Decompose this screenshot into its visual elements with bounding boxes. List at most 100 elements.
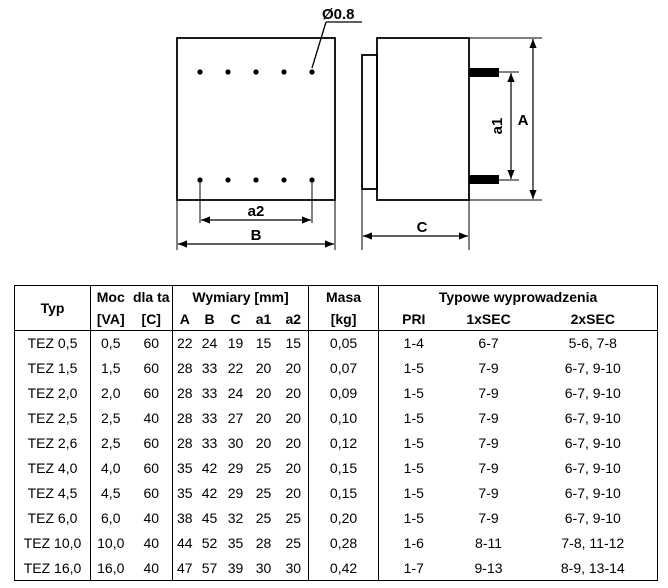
cell-a2: 20 xyxy=(278,430,310,456)
cell-masa: 0,12 xyxy=(308,430,380,456)
cell-2xsec: 6-7, 9-10 xyxy=(528,480,659,506)
pin-diameter-label: Ø0.8 xyxy=(322,6,355,23)
table-row: TEZ 0,5 0,5 60 22 24 19 15 15 0,05 1-4 6-7 5-6, 7-8 xyxy=(14,330,659,356)
cell-a: 35 xyxy=(176,459,193,476)
cell-b: 42 xyxy=(201,459,218,476)
cell-typ: TEZ 10,0 xyxy=(14,530,91,556)
cell-a1: 25 xyxy=(255,509,272,526)
cell-2xsec: 6-7, 9-10 xyxy=(528,380,659,406)
cell-masa: 0,07 xyxy=(308,355,380,381)
specification-table: Typ Moc dla ta Wymiary [mm] Masa Typowe … xyxy=(14,285,659,582)
cell-ta: 60 xyxy=(130,455,173,481)
cell-ta: 60 xyxy=(130,330,173,356)
header-b: B xyxy=(196,307,223,331)
cell-c: 27 xyxy=(227,410,244,427)
cell-a2: 25 xyxy=(278,505,310,531)
cell-pri: 1-5 xyxy=(403,484,424,501)
table-row: TEZ 4,0 4,0 60 35 42 29 25 20 0,15 1-5 7-9 6-7, 9-1… xyxy=(14,455,659,481)
cell-pri: 1-5 xyxy=(403,410,424,427)
header-1xsec: 1xSEC xyxy=(448,307,529,331)
cell-moc: 2,5 xyxy=(101,410,121,427)
dimension-a2-label: a2 xyxy=(248,203,265,220)
side-view-pin-bottom xyxy=(469,175,499,184)
cell-pri: 1-7 xyxy=(378,555,449,582)
pin-row-top xyxy=(197,69,315,75)
cell-1xsec: 7-9 xyxy=(478,385,499,402)
header-masa: Masa xyxy=(308,285,380,307)
pin-diameter-callout: Ø0.8 xyxy=(311,6,362,69)
dimension-c: C xyxy=(363,219,468,240)
cell-typ: TEZ 4,5 xyxy=(14,480,91,506)
table-row: TEZ 4,5 4,5 60 35 42 29 25 20 0,15 1-5 7-9 6-7, 9-1… xyxy=(14,480,659,506)
cell-a2: 20 xyxy=(278,355,310,381)
header-2xsec: 2xSEC xyxy=(528,307,659,331)
table-header-row-1: Typ Moc dla ta Wymiary [mm] Masa Typowe … xyxy=(14,285,659,331)
cell-c: 24 xyxy=(227,385,244,402)
cell-b: 33 xyxy=(201,410,218,427)
table-row: TEZ 2,5 2,5 40 28 33 27 20 20 0,10 1-5 7-9 6-7, 9-1… xyxy=(14,405,659,431)
cell-1xsec: 9-13 xyxy=(448,555,529,582)
cell-c: 30 xyxy=(227,435,244,452)
cell-masa: 0,28 xyxy=(308,530,380,556)
cell-2xsec: 6-7, 9-10 xyxy=(528,430,659,456)
cell-b: 45 xyxy=(201,509,218,526)
cell-pri: 1-5 xyxy=(403,509,424,526)
cell-a2: 20 xyxy=(278,455,310,481)
cell-ta: 40 xyxy=(130,405,173,431)
cell-a: 28 xyxy=(176,435,193,452)
cell-typ: TEZ 6,0 xyxy=(14,505,91,531)
header-dla-ta-unit: [C] xyxy=(130,307,173,331)
cell-masa: 0,20 xyxy=(308,505,380,531)
cell-1xsec: 7-9 xyxy=(478,459,499,476)
cell-a: 22 xyxy=(176,335,193,352)
cell-c: 19 xyxy=(227,335,244,352)
cell-ta: 60 xyxy=(130,480,173,506)
side-view-body xyxy=(376,37,470,201)
cell-masa: 0,10 xyxy=(308,405,380,431)
cell-a: 38 xyxy=(176,509,193,526)
cell-masa: 0,09 xyxy=(308,380,380,406)
cell-b: 57 xyxy=(196,555,223,582)
dimension-a1: a1 xyxy=(489,73,515,179)
cell-2xsec: 7-8, 11-12 xyxy=(528,530,659,556)
cell-a1: 20 xyxy=(255,385,272,402)
cell-ta: 40 xyxy=(130,555,173,582)
cell-moc: 1,5 xyxy=(101,360,121,377)
header-a1: a1 xyxy=(248,307,279,331)
cell-typ: TEZ 16,0 xyxy=(14,555,91,582)
dimension-a1-label: a1 xyxy=(489,118,506,135)
cell-a1: 25 xyxy=(255,459,272,476)
cell-typ: TEZ 2,6 xyxy=(14,430,91,456)
table-row: TEZ 2,6 2,5 60 28 33 30 20 20 0,12 1-5 7-9 6-7, 9-1… xyxy=(14,430,659,456)
cell-2xsec: 6-7, 9-10 xyxy=(528,355,659,381)
cell-b: 33 xyxy=(201,360,218,377)
header-a2: a2 xyxy=(278,307,310,331)
side-view-pin-top xyxy=(469,68,499,77)
cell-b: 24 xyxy=(201,335,218,352)
cell-masa: 0,15 xyxy=(308,455,380,481)
pin-row-bottom xyxy=(197,177,315,183)
cell-moc: 2,0 xyxy=(101,385,121,402)
header-a: A xyxy=(172,307,197,331)
header-pri: PRI xyxy=(378,307,449,331)
cell-typ: TEZ 4,0 xyxy=(14,455,91,481)
cell-2xsec: 6-7, 9-10 xyxy=(528,455,659,481)
cell-b: 42 xyxy=(201,484,218,501)
cell-a: 47 xyxy=(172,555,197,582)
cell-pri: 1-5 xyxy=(403,435,424,452)
cell-ta: 60 xyxy=(130,355,173,381)
cell-a: 28 xyxy=(176,410,193,427)
cell-pri: 1-5 xyxy=(403,385,424,402)
cell-c: 39 xyxy=(222,555,249,582)
cell-moc: 4,5 xyxy=(101,484,121,501)
top-view-body xyxy=(176,37,336,201)
cell-moc: 6,0 xyxy=(101,509,121,526)
header-moc: Moc xyxy=(90,285,131,307)
cell-a2: 25 xyxy=(278,530,310,556)
cell-a1: 20 xyxy=(255,410,272,427)
header-dla-ta: dla ta xyxy=(130,285,173,307)
cell-a1: 30 xyxy=(248,555,279,582)
cell-b: 52 xyxy=(201,534,218,551)
cell-b: 33 xyxy=(201,385,218,402)
cell-typ: TEZ 1,5 xyxy=(14,355,91,381)
